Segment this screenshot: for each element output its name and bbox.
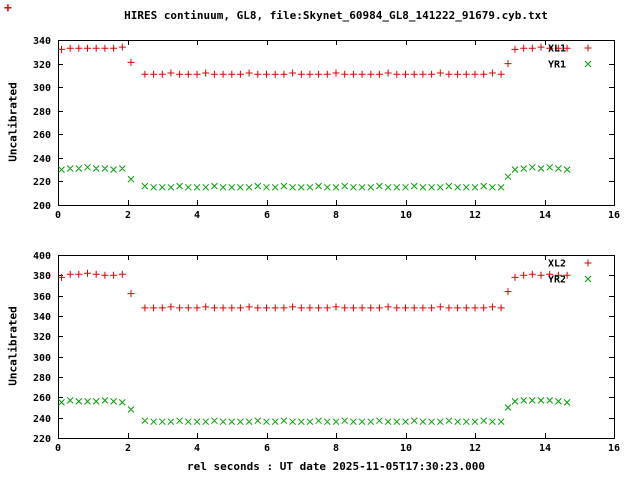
y-tick-label: 380 — [33, 271, 51, 282]
y-tick-label: 340 — [33, 36, 51, 47]
x-tick-label: 10 — [400, 210, 412, 221]
y-tick-label: 240 — [33, 154, 51, 165]
plot-border — [58, 40, 615, 206]
x-tick-label: 8 — [333, 210, 339, 221]
data-points-YR1 — [58, 163, 571, 191]
y-tick-label: 220 — [33, 177, 51, 188]
legend-label-XL2: XL2 — [548, 259, 566, 270]
plot-border — [58, 255, 615, 439]
y-tick-label: 300 — [33, 83, 51, 94]
y-tick-label: 300 — [33, 353, 51, 364]
legend-marker-XL2 — [584, 259, 592, 267]
legend-label-XL1: XL1 — [548, 44, 566, 55]
data-points-XL1 — [58, 43, 571, 78]
x-tick-label: 14 — [539, 210, 551, 221]
legend-marker-YR2 — [584, 275, 592, 283]
y-tick-label: 260 — [33, 393, 51, 404]
x-tick-label: 4 — [194, 443, 200, 454]
data-points-YR2 — [58, 397, 571, 426]
data-points-XL2 — [58, 269, 571, 312]
x-tick-label: 2 — [125, 443, 131, 454]
y-tick-label: 400 — [33, 251, 51, 262]
x-tick-label: 8 — [333, 443, 339, 454]
y-tick-label: 280 — [33, 107, 51, 118]
x-tick-label: 16 — [608, 443, 620, 454]
y-tick-label: 340 — [33, 312, 51, 323]
y-tick-label: 200 — [33, 201, 51, 212]
y-tick-label: 320 — [33, 60, 51, 71]
legend-marker-YR1 — [584, 60, 592, 68]
x-tick-label: 12 — [469, 443, 481, 454]
legend-marker-XL1 — [584, 44, 592, 52]
x-axis-label: rel seconds : UT date 2025-11-05T17:30:2… — [186, 460, 485, 473]
x-tick-label: 6 — [264, 443, 270, 454]
x-tick-label: 14 — [539, 443, 551, 454]
y-tick-label: 240 — [33, 414, 51, 425]
top-chart: 0 2 4 6 8 10 12 14 16 200 220 240 260 280 300 320 340 XL1… — [33, 36, 620, 221]
x-tick-label: 0 — [55, 210, 61, 221]
x-tick-label: 12 — [469, 210, 481, 221]
y-tick-label: 220 — [33, 434, 51, 445]
bottom-chart: 0 2 4 6 8 10 12 14 16 220 240 260 280 300 320 340 360 380… — [33, 251, 620, 454]
x-tick-label: 10 — [400, 443, 412, 454]
x-tick-label: 4 — [194, 210, 200, 221]
x-tick-label: 0 — [55, 443, 61, 454]
x-tick-label: 2 — [125, 210, 131, 221]
y-tick-label: 260 — [33, 130, 51, 141]
legend-label-YR2: YR2 — [548, 275, 566, 286]
legend-label-YR1: YR1 — [548, 60, 566, 71]
y-tick-label: 320 — [33, 332, 51, 343]
stray-plus-marker: + — [4, 1, 12, 16]
x-tick-label: 16 — [608, 210, 620, 221]
x-tick-label: 6 — [264, 210, 270, 221]
y-tick-label: 360 — [33, 292, 51, 303]
chart-title: HIRES continuum, GL8, file:Skynet_60984_… — [124, 9, 548, 22]
y-tick-label: 280 — [33, 373, 51, 384]
